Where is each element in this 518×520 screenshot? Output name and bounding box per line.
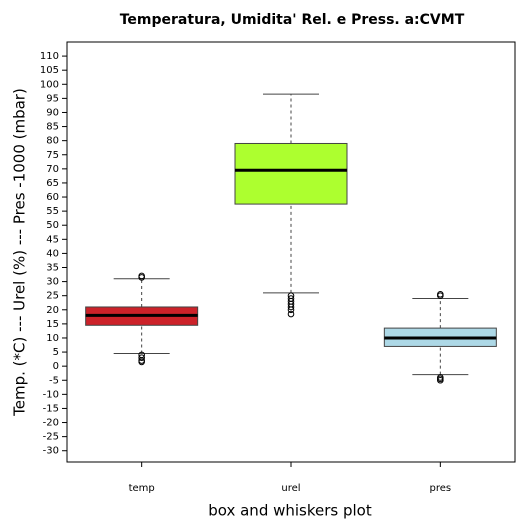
y-tick-label: 45 xyxy=(46,234,59,245)
y-tick-label: 100 xyxy=(40,79,59,90)
y-axis-label: Temp. (*C) --- Urel (%) --- Pres -1000 (… xyxy=(11,88,29,417)
outlier xyxy=(138,274,145,281)
y-tick-label: 95 xyxy=(46,93,59,104)
outlier xyxy=(287,303,295,311)
y-tick-label: 60 xyxy=(46,192,59,203)
y-tick-label: -20 xyxy=(43,418,59,429)
box xyxy=(234,142,348,205)
y-tick-label: 55 xyxy=(46,206,59,217)
chart-title: Temperatura, Umidita' Rel. e Press. a:CV… xyxy=(120,12,465,28)
outlier xyxy=(437,376,444,384)
y-tick-label: -5 xyxy=(49,375,59,386)
x-tick-label: pres xyxy=(430,483,452,494)
y-tick-label: 25 xyxy=(46,291,59,302)
y-tick-label: 85 xyxy=(46,122,59,133)
y-tick-label: 75 xyxy=(46,150,59,161)
y-tick-label: 90 xyxy=(46,107,59,118)
y-tick-label: -30 xyxy=(43,446,59,457)
x-tick-label: urel xyxy=(281,483,300,494)
y-tick-label: 80 xyxy=(46,136,59,147)
y-tick-label: 70 xyxy=(46,164,59,175)
outlier xyxy=(138,358,145,366)
y-tick-label: -10 xyxy=(43,389,59,400)
y-tick-label: 50 xyxy=(46,220,59,231)
y-tick-label: 15 xyxy=(46,319,59,330)
x-tick-label: temp xyxy=(129,483,155,494)
y-tick-label: 65 xyxy=(46,178,59,189)
outlier xyxy=(138,354,145,362)
outlier xyxy=(287,310,295,318)
y-tick-label: -25 xyxy=(43,432,59,443)
outlier xyxy=(437,292,444,299)
y-tick-label: 30 xyxy=(46,277,59,288)
y-tick-label: 110 xyxy=(40,51,59,62)
y-tick-label: 10 xyxy=(46,333,59,344)
y-tick-label: 20 xyxy=(46,305,59,316)
y-tick-label: 0 xyxy=(53,361,59,372)
y-tick-label: 105 xyxy=(40,65,59,76)
x-axis-label: box and whiskers plot xyxy=(208,502,372,520)
y-tick-label: -15 xyxy=(43,403,59,414)
y-tick-label: 40 xyxy=(46,248,59,259)
outlier xyxy=(287,306,295,314)
y-tick-label: 5 xyxy=(53,347,59,358)
y-tick-label: 35 xyxy=(46,263,59,274)
